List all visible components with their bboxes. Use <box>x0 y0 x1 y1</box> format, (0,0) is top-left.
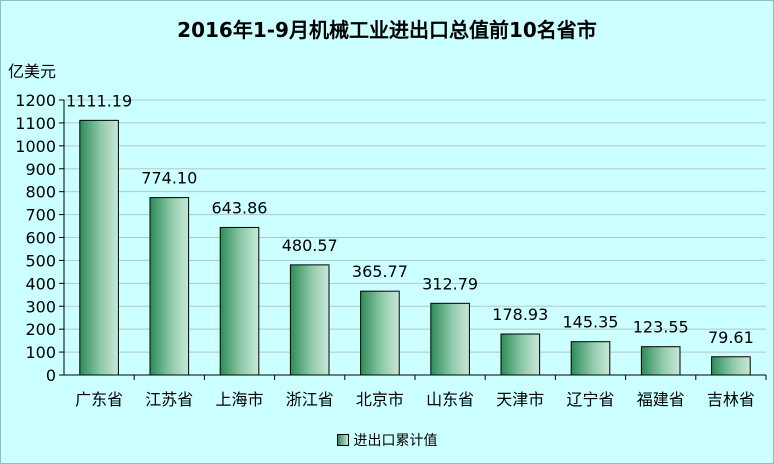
bar <box>500 333 541 376</box>
y-tick-label: 1200 <box>15 91 56 110</box>
y-tick-label: 900 <box>25 160 56 179</box>
y-tick-label: 300 <box>25 297 56 316</box>
y-tick-label: 800 <box>25 183 56 202</box>
legend-label: 进出口累计值 <box>353 433 438 449</box>
y-tick-label: 200 <box>25 320 56 339</box>
x-tick-label: 吉林省 <box>707 390 755 409</box>
bar <box>711 356 751 376</box>
data-label: 79.61 <box>708 328 754 347</box>
y-axis-unit-label: 亿美元 <box>8 62 57 81</box>
y-tick-label: 500 <box>25 251 56 270</box>
data-label: 774.10 <box>141 169 197 188</box>
x-tick-label: 福建省 <box>637 390 685 409</box>
bar <box>360 290 400 376</box>
bar <box>289 264 330 376</box>
y-tick-label: 700 <box>25 206 56 225</box>
x-tick-label: 山东省 <box>426 390 474 409</box>
data-label: 312.79 <box>422 274 478 293</box>
x-tick-label: 江苏省 <box>145 390 193 409</box>
bar <box>640 346 681 376</box>
y-tick-label: 400 <box>25 274 56 293</box>
data-label: 1111.19 <box>66 91 132 110</box>
x-tick-label: 天津市 <box>496 390 544 409</box>
x-tick-label: 广东省 <box>75 390 123 409</box>
bar <box>219 226 260 376</box>
x-tick-label: 浙江省 <box>286 390 334 409</box>
bar <box>430 302 470 376</box>
y-tick-label: 1000 <box>15 137 56 156</box>
x-tick-label: 辽宁省 <box>566 390 614 409</box>
legend: 进出口累计值 <box>0 430 774 450</box>
legend-swatch <box>336 434 349 446</box>
chart-title: 2016年1-9月机械工业进出口总值前10名省市 <box>177 18 597 42</box>
x-tick-label: 北京市 <box>356 390 404 409</box>
data-label: 178.93 <box>492 305 548 324</box>
bar <box>79 119 119 376</box>
data-label: 365.77 <box>352 262 408 281</box>
bar <box>570 341 611 376</box>
y-tick-label: 0 <box>46 366 56 385</box>
bar <box>149 197 190 376</box>
data-label: 123.55 <box>633 318 689 337</box>
x-tick-label: 上海市 <box>215 390 263 409</box>
y-tick-label: 100 <box>25 343 56 362</box>
data-label: 145.35 <box>563 313 619 332</box>
data-label: 643.86 <box>212 198 268 217</box>
y-tick-label: 600 <box>25 229 56 248</box>
y-tick-label: 1100 <box>15 114 56 133</box>
data-label: 480.57 <box>282 236 338 255</box>
